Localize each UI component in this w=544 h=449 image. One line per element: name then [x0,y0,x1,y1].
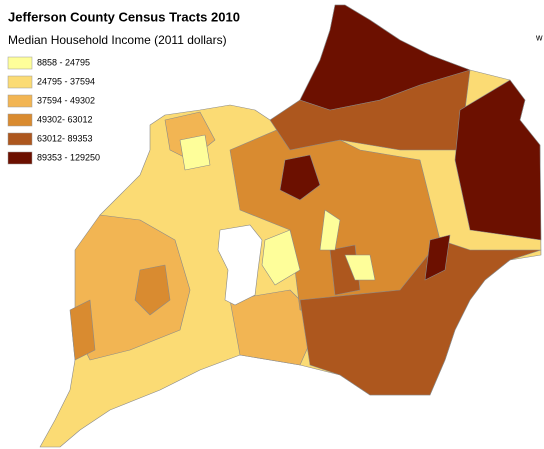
tract-region [299,239,542,396]
legend-label: 37594 - 49302 [37,95,95,105]
tract-region [69,299,96,361]
legend-swatch [7,132,33,146]
legend-swatch [7,94,33,108]
legend-label: 89353 - 129250 [37,152,100,162]
legend-swatch [7,151,33,165]
tracts [39,4,542,448]
legend: 8858 - 24795 24795 - 37594 37594 - 49302 49… [7,56,100,165]
map-subtitle: Median Household Income (2011 dollars) [8,33,227,47]
tract-region [261,229,301,286]
tract-region [454,79,542,241]
legend-label: 63012- 89353 [37,133,93,143]
tract-region [344,254,376,281]
tract-region [299,4,471,111]
legend-label: 49302- 63012 [37,114,93,124]
legend-swatch [7,56,33,70]
map-title: Jefferson County Census Tracts 2010 [8,9,240,24]
legend-label: 24795 - 37594 [37,76,95,86]
tract-region [134,264,171,316]
tract-region [279,154,321,201]
legend-label: 8858 - 24795 [37,57,90,67]
tract-region [424,234,451,281]
airport-hole [217,224,263,306]
tract-region [319,209,341,251]
legend-swatch [7,75,33,89]
compass-label: w [535,32,543,42]
legend-swatch [7,113,33,127]
tract-region [179,134,211,171]
